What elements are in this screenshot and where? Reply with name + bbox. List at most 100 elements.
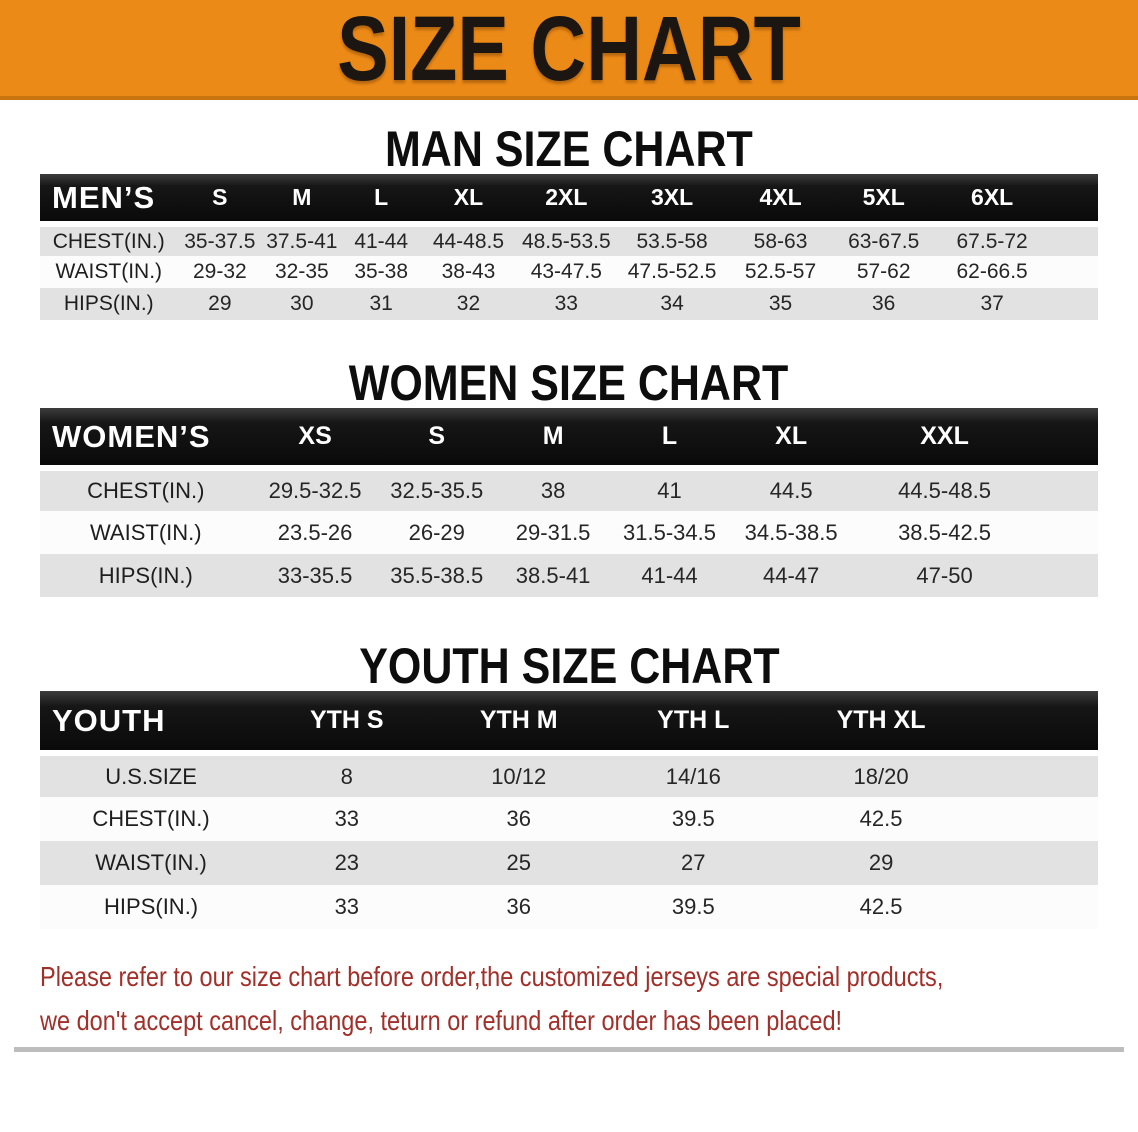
spacer-cell	[1050, 174, 1098, 227]
cell: 47-50	[854, 554, 1035, 597]
row-label: HIPS(IN.)	[40, 885, 263, 929]
women-size-table: WOMEN’S XS S M L XL XXL CHEST(IN.) 29.5-…	[40, 408, 1098, 597]
men-col-s: S	[177, 174, 263, 227]
cell: 33	[262, 797, 432, 841]
cell: 39.5	[606, 885, 781, 929]
cell: 32	[420, 288, 517, 320]
men-col-l: L	[341, 174, 421, 227]
cell: 29	[780, 841, 982, 885]
cell: 26-29	[378, 511, 495, 554]
cell: 41-44	[611, 554, 728, 597]
spacer-cell	[1034, 468, 1098, 511]
men-heading-text: MAN SIZE CHART	[385, 121, 753, 177]
cell: 36	[833, 288, 934, 320]
men-col-5xl: 5XL	[833, 174, 934, 227]
youth-waist-row: WAIST(IN.) 23 25 27 29	[40, 841, 1098, 885]
cell: 44-48.5	[420, 224, 517, 256]
row-label: WAIST(IN.)	[40, 841, 263, 885]
cell: 31	[341, 288, 421, 320]
cell: 36	[431, 797, 606, 841]
women-waist-row: WAIST(IN.) 23.5-26 26-29 29-31.5 31.5-34…	[40, 511, 1098, 554]
cell: 32-35	[262, 256, 342, 288]
cell: 47.5-52.5	[616, 256, 728, 288]
cell: 33	[262, 885, 432, 929]
page-title: SIZE CHART	[337, 0, 801, 100]
cell: 43-47.5	[516, 256, 617, 288]
row-label: WAIST(IN.)	[40, 256, 178, 288]
footer-notice: Please refer to our size chart before or…	[40, 955, 1138, 1043]
women-chest-row: CHEST(IN.) 29.5-32.5 32.5-35.5 38 41 44.…	[40, 468, 1098, 511]
spacer-cell	[1050, 224, 1098, 256]
cell: 35.5-38.5	[378, 554, 495, 597]
spacer-cell	[981, 753, 1098, 797]
cell: 62-66.5	[933, 256, 1051, 288]
men-table-title-cell: MEN’S	[40, 174, 178, 227]
cell: 36	[431, 885, 606, 929]
cell: 53.5-58	[616, 224, 728, 256]
cell: 29	[177, 288, 263, 320]
cell: 25	[431, 841, 606, 885]
spacer-cell	[981, 841, 1098, 885]
cell: 23	[262, 841, 432, 885]
women-table-title-cell: WOMEN’S	[40, 408, 252, 471]
cell: 35-37.5	[177, 224, 263, 256]
cell: 8	[262, 753, 432, 797]
men-col-3xl: 3XL	[616, 174, 728, 227]
youth-col-s: YTH S	[262, 691, 432, 756]
cell: 23.5-26	[251, 511, 379, 554]
size-chart-page: SIZE CHART MAN SIZE CHART MEN’S S M L XL…	[0, 0, 1138, 1052]
cell: 34	[616, 288, 728, 320]
men-hips-row: HIPS(IN.) 29 30 31 32 33 34 35 36 37	[40, 288, 1098, 320]
cell: 30	[262, 288, 342, 320]
spacer-cell	[1034, 408, 1098, 471]
youth-chest-row: CHEST(IN.) 33 36 39.5 42.5	[40, 797, 1098, 841]
women-col-xxl: XXL	[854, 408, 1035, 471]
cell: 39.5	[606, 797, 781, 841]
women-col-xs: XS	[251, 408, 379, 471]
cell: 29.5-32.5	[251, 468, 379, 511]
youth-col-xl: YTH XL	[780, 691, 982, 756]
cell: 38.5-42.5	[854, 511, 1035, 554]
cell: 35	[727, 288, 834, 320]
cell: 42.5	[780, 797, 982, 841]
spacer-cell	[1034, 511, 1098, 554]
men-col-6xl: 6XL	[933, 174, 1051, 227]
women-col-s: S	[378, 408, 495, 471]
men-col-xl: XL	[420, 174, 517, 227]
spacer-cell	[1050, 288, 1098, 320]
cell: 41-44	[341, 224, 421, 256]
cell: 33-35.5	[251, 554, 379, 597]
youth-heading-text: YOUTH SIZE CHART	[358, 638, 780, 694]
notice-line-2: we don't accept cancel, change, teturn o…	[40, 1005, 843, 1036]
cell: 52.5-57	[727, 256, 834, 288]
men-chest-row: CHEST(IN.) 35-37.5 37.5-41 41-44 44-48.5…	[40, 224, 1098, 256]
row-label: CHEST(IN.)	[40, 797, 263, 841]
cell: 38-43	[420, 256, 517, 288]
cell: 44.5-48.5	[854, 468, 1035, 511]
cell: 38	[494, 468, 612, 511]
women-col-m: M	[494, 408, 612, 471]
row-label: HIPS(IN.)	[40, 288, 178, 320]
row-label: HIPS(IN.)	[40, 554, 252, 597]
men-col-4xl: 4XL	[727, 174, 834, 227]
cell: 14/16	[606, 753, 781, 797]
cell: 58-63	[727, 224, 834, 256]
youth-table-title-cell: YOUTH	[40, 691, 263, 756]
banner: SIZE CHART	[0, 0, 1138, 100]
men-col-m: M	[262, 174, 342, 227]
cell: 35-38	[341, 256, 421, 288]
men-waist-row: WAIST(IN.) 29-32 32-35 35-38 38-43 43-47…	[40, 256, 1098, 288]
men-header-row: MEN’S S M L XL 2XL 3XL 4XL 5XL 6XL	[40, 174, 1098, 227]
youth-header-row: YOUTH YTH S YTH M YTH L YTH XL	[40, 691, 1098, 756]
cell: 38.5-41	[494, 554, 612, 597]
spacer-cell	[1034, 554, 1098, 597]
women-col-l: L	[611, 408, 728, 471]
cell: 44-47	[727, 554, 855, 597]
youth-hips-row: HIPS(IN.) 33 36 39.5 42.5	[40, 885, 1098, 929]
youth-col-l: YTH L	[606, 691, 781, 756]
spacer-cell	[981, 691, 1098, 756]
men-size-table: MEN’S S M L XL 2XL 3XL 4XL 5XL 6XL CHEST…	[40, 174, 1098, 320]
youth-ussize-row: U.S.SIZE 8 10/12 14/16 18/20	[40, 753, 1098, 797]
cell: 31.5-34.5	[611, 511, 728, 554]
women-header-row: WOMEN’S XS S M L XL XXL	[40, 408, 1098, 471]
